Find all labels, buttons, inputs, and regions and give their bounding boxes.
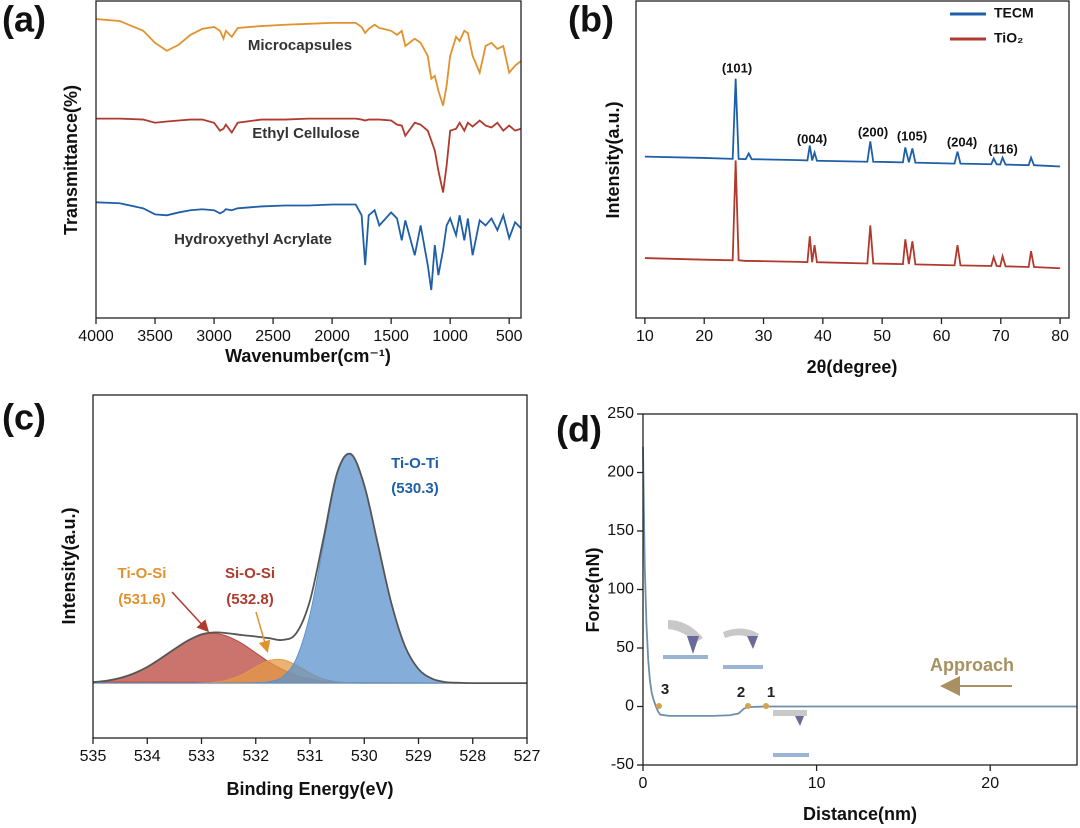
x-tick-label: 3500 <box>137 328 173 345</box>
x-tick-label: 4000 <box>78 328 114 345</box>
annotation: (531.6) <box>118 591 166 608</box>
series-label: Microcapsules <box>248 37 352 54</box>
y-axis-title: Intensity(a.u.) <box>603 101 623 218</box>
y-tick-label: 200 <box>607 464 634 481</box>
x-tick-label: 3000 <box>196 328 232 345</box>
y-tick-label: 150 <box>607 522 634 539</box>
y-tick-label: 50 <box>616 639 634 656</box>
y-axis-title: Intensity(a.u.) <box>59 507 79 624</box>
x-tick-label: 20 <box>695 328 713 345</box>
arrow <box>171 591 210 633</box>
legend-label: TECM <box>994 5 1034 21</box>
x-tick-label: 534 <box>134 748 161 765</box>
x-tick-label: 1000 <box>432 328 468 345</box>
series-label: Ethyl Cellulose <box>252 125 360 142</box>
series-line <box>644 160 1061 270</box>
arrows <box>171 591 1012 696</box>
panel: 10 20 30 40 50 60 70 80 2θ(degree) Intensity(a.u.… <box>568 0 1070 377</box>
legend-label: TiO₂ <box>994 30 1023 46</box>
x-tick-label: 532 <box>242 748 269 765</box>
x-tick-label: 70 <box>992 328 1010 345</box>
annotation: (101) <box>722 60 752 75</box>
annotation: (532.8) <box>226 591 274 608</box>
x-axis-title: 2θ(degree) <box>807 357 898 377</box>
icon <box>747 636 758 649</box>
x-tick-label: 40 <box>814 328 832 345</box>
annotation: 3 <box>661 681 669 698</box>
y-tick-label: -50 <box>611 756 634 773</box>
series-label: Hydroxyethyl Acrylate <box>174 231 332 248</box>
x-tick-label: 531 <box>297 748 324 765</box>
x-tick-label: 530 <box>351 748 378 765</box>
x-tick-label: 1500 <box>373 328 409 345</box>
x-tick-label: 20 <box>981 775 999 792</box>
x-tick-label: 10 <box>808 775 826 792</box>
x-tick-label: 527 <box>514 748 541 765</box>
icon <box>773 710 807 716</box>
afm-icons <box>656 620 809 757</box>
annotation: Si-O-Si <box>225 565 275 582</box>
plot-frame <box>642 413 1078 766</box>
panel: 535 534 533 532 531 530 529 528 527 Binding Energ… <box>2 394 541 799</box>
annotation: Ti-O-Ti <box>391 455 439 472</box>
x-tick-label: 500 <box>496 328 523 345</box>
x-tick-label: 80 <box>1051 328 1069 345</box>
series-line <box>95 201 522 291</box>
panel: 4000 3500 3000 2500 2000 1500 1000 500 Wavenumbe… <box>2 0 523 366</box>
point-marker <box>745 703 751 709</box>
annotation: Ti-O-Si <box>118 565 167 582</box>
x-tick-label: 528 <box>459 748 486 765</box>
series-line <box>642 446 1077 717</box>
x-axis-title: Wavenumber(cm⁻¹) <box>225 346 391 366</box>
y-tick-label: 0 <box>625 698 634 715</box>
x-tick-label: 10 <box>636 328 654 345</box>
annotation: (116) <box>988 141 1018 156</box>
x-tick-label: 533 <box>188 748 215 765</box>
x-tick-label: 2000 <box>314 328 350 345</box>
series-line <box>95 18 522 106</box>
y-axis-title: Force(nN) <box>583 547 603 632</box>
annotation: Approach <box>930 655 1014 675</box>
panel-label: (d) <box>556 409 602 450</box>
arrow <box>255 611 271 653</box>
x-tick-label: 60 <box>933 328 951 345</box>
annotation: 2 <box>737 684 745 701</box>
annotation: (200) <box>858 124 888 139</box>
annotation: 1 <box>767 684 775 701</box>
point-marker <box>763 703 769 709</box>
panel-label: (c) <box>2 397 46 438</box>
plot-frame <box>95 0 522 319</box>
annotation: (530.3) <box>391 480 439 497</box>
panel-label: (a) <box>2 0 46 40</box>
annotation: (204) <box>947 134 977 149</box>
x-tick-label: 0 <box>639 775 648 792</box>
icon <box>795 716 804 726</box>
icon <box>723 665 763 669</box>
envelope-line <box>92 452 527 685</box>
series-line <box>96 117 522 193</box>
y-tick-label: 250 <box>607 405 634 422</box>
icon <box>663 655 708 659</box>
x-tick-label: 535 <box>80 748 107 765</box>
x-axis-title: Distance(nm) <box>803 804 917 824</box>
y-tick-label: 100 <box>607 581 634 598</box>
plot-frame <box>635 0 1070 319</box>
x-tick-label: 529 <box>405 748 432 765</box>
panel: 0 10 20 -50 0 50 100 150 200 250 Distance(nm) Force… <box>556 405 1078 824</box>
icon <box>687 636 699 654</box>
annotation: (004) <box>797 131 827 146</box>
annotation: (105) <box>897 128 927 143</box>
point-marker <box>656 703 662 709</box>
x-tick-label: 30 <box>755 328 773 345</box>
x-axis-title: Binding Energy(eV) <box>226 779 393 799</box>
panel-label: (b) <box>568 0 614 40</box>
x-tick-label: 50 <box>873 328 891 345</box>
y-axis-title: Transmittance(%) <box>61 85 81 235</box>
icon <box>773 753 809 757</box>
series-line <box>644 78 1061 168</box>
x-tick-label: 2500 <box>255 328 291 345</box>
